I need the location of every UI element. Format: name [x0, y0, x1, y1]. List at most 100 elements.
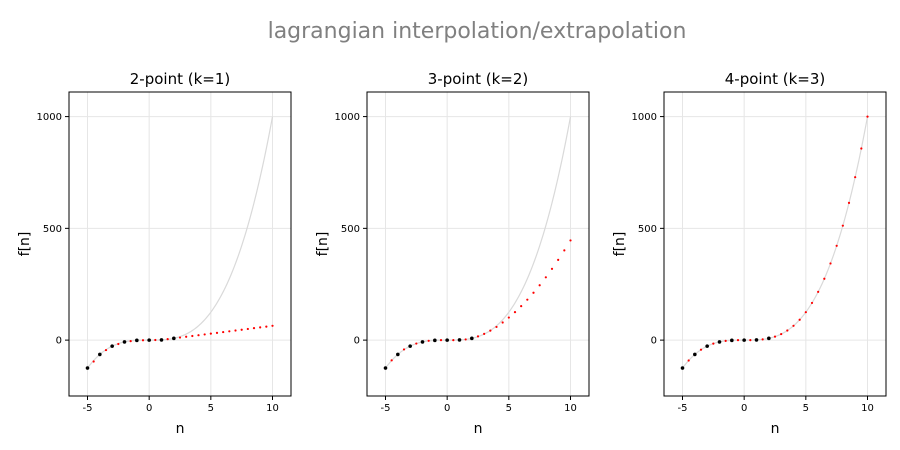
interpolated-point	[240, 328, 243, 331]
interpolated-point	[234, 329, 237, 332]
x-tick-label: 5	[803, 403, 809, 414]
interpolated-point	[798, 318, 801, 321]
interpolated-point	[178, 336, 182, 339]
x-tick-label: -5	[678, 403, 688, 414]
interpolated-point	[835, 244, 838, 247]
interpolated-point	[259, 326, 262, 329]
x-tick-label: 10	[266, 403, 279, 414]
interpolated-point	[526, 298, 529, 301]
interpolated-point	[780, 332, 783, 336]
interpolated-point	[829, 262, 832, 265]
interpolated-point	[191, 334, 194, 338]
interpolated-point	[197, 334, 200, 337]
plot-frame	[663, 91, 887, 397]
known-point	[383, 366, 388, 370]
known-point	[122, 340, 127, 344]
interpolated-point	[476, 335, 480, 338]
interpolated-point	[117, 342, 120, 346]
y-tick-label: 500	[638, 224, 657, 235]
interpolated-point	[532, 291, 535, 294]
plot-frame	[68, 91, 292, 397]
x-tick-label: 0	[146, 403, 152, 414]
interpolated-point	[860, 147, 863, 150]
interpolated-point	[810, 301, 814, 305]
x-axis-label: n	[176, 421, 185, 437]
interpolated-point	[495, 325, 498, 329]
interpolated-point	[246, 327, 249, 331]
interpolated-point	[550, 267, 554, 270]
interpolated-point	[129, 340, 132, 343]
interpolated-point	[483, 332, 486, 335]
reference-curve	[385, 116, 572, 369]
chart-title: 3-point (k=2)	[428, 70, 528, 88]
interpolated-point	[252, 327, 256, 330]
reference-curve	[682, 116, 869, 369]
interpolated-point	[141, 339, 145, 342]
interpolated-point	[544, 276, 547, 279]
interpolated-point	[847, 201, 851, 204]
interpolated-point	[154, 338, 157, 342]
known-point	[408, 344, 412, 348]
known-point	[147, 338, 151, 342]
interpolated-point	[866, 115, 869, 118]
x-tick-label: 5	[208, 403, 214, 414]
x-tick-label: 10	[564, 403, 577, 414]
known-point	[754, 338, 759, 342]
interpolated-point	[823, 277, 826, 280]
interpolated-point	[749, 338, 752, 342]
interpolated-point	[228, 330, 231, 333]
x-axis-label: n	[474, 421, 483, 437]
x-tick-label: -5	[381, 403, 391, 414]
y-tick-label: 500	[43, 224, 62, 235]
known-point	[717, 340, 722, 344]
interpolated-point	[699, 348, 703, 351]
y-tick-label: 0	[354, 336, 360, 347]
known-point	[767, 336, 771, 341]
interpolated-point	[464, 338, 467, 341]
known-point	[742, 338, 746, 342]
interpolated-point	[538, 284, 541, 287]
y-axis-label: f[n]	[612, 232, 628, 257]
interpolated-point	[452, 338, 455, 342]
known-point	[445, 338, 449, 342]
interpolated-point	[841, 224, 844, 227]
x-tick-label: 0	[741, 403, 747, 414]
interpolated-point	[773, 335, 777, 338]
interpolated-point	[817, 290, 820, 293]
plot-frame	[366, 91, 590, 397]
y-tick-label: 1000	[37, 112, 62, 123]
interpolated-point	[724, 339, 727, 342]
interpolated-point	[557, 258, 560, 261]
known-point	[396, 352, 400, 357]
interpolated-point	[854, 176, 857, 179]
interpolated-point	[415, 342, 418, 345]
interpolated-point	[203, 333, 206, 336]
known-point	[470, 336, 474, 341]
known-point	[135, 338, 139, 343]
x-axis-label: n	[771, 421, 780, 437]
y-axis-label: f[n]	[17, 232, 33, 257]
known-point	[98, 352, 102, 357]
interpolated-point	[687, 359, 690, 362]
interpolated-point	[507, 316, 510, 319]
chart-title: 4-point (k=3)	[725, 70, 825, 88]
interpolated-point	[804, 311, 807, 314]
interpolated-point	[736, 339, 740, 342]
interpolated-point	[166, 338, 169, 341]
y-axis-label: f[n]	[315, 232, 331, 257]
y-tick-label: 0	[651, 336, 657, 347]
x-tick-label: 5	[506, 403, 512, 414]
interpolated-point	[222, 330, 225, 334]
chart-panel-3: -5 0 5 10 0 500 1000 4-point (k=3) n f[n]	[612, 70, 887, 437]
known-point	[420, 340, 425, 344]
known-point	[680, 366, 685, 370]
y-tick-label: 1000	[632, 112, 657, 123]
interpolated-point	[427, 339, 430, 342]
interpolated-point	[712, 342, 715, 345]
known-point	[159, 338, 164, 342]
known-point	[730, 338, 734, 343]
interpolated-point	[489, 329, 492, 332]
interpolated-point	[501, 321, 504, 324]
interpolated-point	[265, 325, 268, 328]
